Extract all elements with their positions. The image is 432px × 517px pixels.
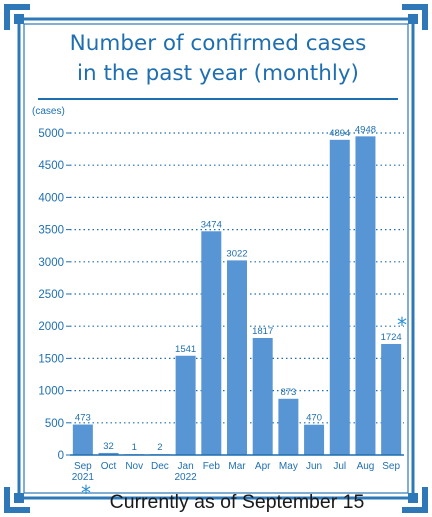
- bar: [304, 424, 325, 455]
- x-tick-label: Jan: [178, 461, 194, 472]
- decorative-frame: [17, 17, 415, 500]
- data-label: 3022: [226, 248, 247, 259]
- x-tick-label: Dec: [151, 461, 169, 472]
- x-tick-label: Aug: [357, 461, 375, 472]
- x-tick-label: Oct: [101, 461, 117, 472]
- x-tick-label: 2022: [174, 472, 197, 483]
- data-label: 4894: [329, 128, 350, 139]
- corner-ornament-bottom-left: [4, 487, 30, 513]
- data-label: 873: [280, 387, 296, 398]
- y-tick-label: 500: [45, 418, 64, 430]
- y-tick-label: 2500: [38, 289, 64, 301]
- footnote-text: Currently as of September 15: [110, 491, 365, 513]
- data-label: 1817: [252, 326, 273, 337]
- data-label: 2: [157, 442, 162, 453]
- y-tick-label: 1000: [38, 386, 64, 398]
- x-tick-label: Apr: [255, 461, 271, 472]
- y-tick-label: 2000: [38, 321, 64, 333]
- frame-inner: [23, 23, 409, 494]
- data-label: 470: [306, 413, 322, 424]
- bar: [175, 355, 196, 455]
- annotation-asterisk: *: [397, 313, 407, 337]
- chart-title-line2: in the past year (monthly): [77, 61, 359, 86]
- x-tick-label: May: [279, 461, 298, 472]
- x-tick-label: 2021: [72, 472, 95, 483]
- y-tick-label: 3500: [38, 225, 64, 237]
- data-label: 4948: [355, 124, 376, 135]
- x-tick-label: Sep: [74, 461, 92, 472]
- frame-outer: [17, 17, 415, 500]
- x-tick-label: Jul: [333, 461, 346, 472]
- data-label: 473: [75, 413, 91, 424]
- y-tick-label: 4000: [38, 192, 64, 204]
- bar: [227, 260, 247, 455]
- frame-corner-ornaments: [4, 4, 428, 513]
- corner-ornament-top-left: [4, 4, 30, 30]
- data-label: 3474: [201, 219, 222, 230]
- footnote-asterisk: *: [81, 481, 91, 505]
- x-tick-label: Nov: [125, 461, 143, 472]
- bar: [72, 424, 93, 455]
- bar: [381, 343, 402, 455]
- y-tick-label: 1500: [38, 353, 64, 365]
- bar: [201, 231, 222, 455]
- x-tick-label: Mar: [228, 461, 246, 472]
- bar: [355, 136, 376, 455]
- bars: [72, 136, 402, 455]
- data-label: 1: [132, 442, 137, 453]
- data-label: 1724: [381, 332, 402, 343]
- y-tick-label: 0: [58, 450, 64, 462]
- bar: [252, 337, 273, 455]
- data-labels: 473 32 1 2 1541 3474 3022 1817 873 470 4894 4948 172…: [75, 124, 402, 453]
- y-axis-unit-label: (cases): [32, 106, 65, 117]
- y-tick-label: 5000: [38, 128, 64, 140]
- chart-title-line1: Number of confirmed cases: [70, 31, 367, 56]
- x-tick-label: Feb: [203, 461, 221, 472]
- x-tick-label: Sep: [382, 461, 400, 472]
- corner-ornament-top-right: [402, 4, 428, 30]
- bar: [278, 398, 299, 455]
- corner-ornament-bottom-right: [402, 487, 428, 513]
- y-tick-label: 3000: [38, 257, 64, 269]
- y-axis-ticks: 0 500 1000 1500 2000 2500 3000 3500 4000 4500 5000: [38, 128, 70, 462]
- data-label: 1541: [175, 344, 196, 355]
- bar: [329, 139, 350, 455]
- x-tick-label: Jun: [306, 461, 322, 472]
- data-label: 32: [103, 441, 114, 452]
- bar: [98, 452, 119, 455]
- y-tick-label: 4500: [38, 160, 64, 172]
